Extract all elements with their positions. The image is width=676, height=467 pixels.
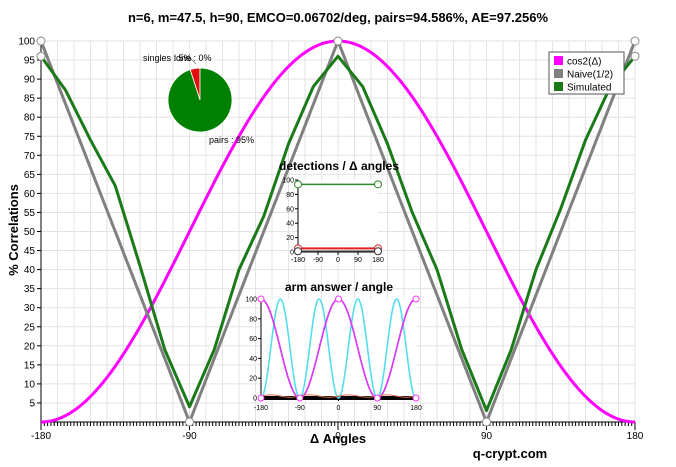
y-tick-label: 25 — [24, 322, 36, 333]
inset-y-tick-label: 40 — [249, 356, 257, 363]
y-tick-label: 10 — [24, 379, 36, 390]
endpoint-marker — [36, 51, 46, 61]
endpoint-marker — [630, 51, 640, 61]
y-tick-label: 70 — [24, 151, 36, 162]
detections-marker — [294, 180, 302, 189]
inset-x-tick-label: 180 — [372, 257, 384, 264]
arm-marker — [257, 394, 265, 402]
inset-background — [298, 180, 378, 252]
y-tick-label: 50 — [24, 227, 36, 238]
simulated-series-line — [39, 54, 637, 413]
pie-label-lone: lone : 0% — [174, 53, 212, 63]
y-tick-label: 100 — [18, 37, 35, 48]
inset-y-tick-label: 80 — [249, 316, 257, 323]
arm-line-sin2 — [260, 298, 417, 399]
inset-x-tick-label: -90 — [295, 405, 305, 412]
inset-y-tick-label: 20 — [286, 235, 294, 242]
arm-marker — [335, 295, 342, 303]
inset-y-tick-label: 40 — [286, 221, 294, 228]
y-tick-label: 5 — [29, 398, 35, 409]
y-tick-label: 60 — [24, 189, 36, 200]
endpoint-marker — [36, 36, 46, 46]
arm-marker — [373, 394, 381, 402]
y-tick-label: 55 — [24, 208, 36, 219]
inset-y-tick-label: 0 — [290, 250, 294, 257]
detections-title: detections / Δ angles — [279, 159, 399, 173]
legend-swatch — [554, 56, 563, 65]
inset-y-tick-label: 20 — [249, 376, 257, 383]
arm-marker — [257, 295, 265, 303]
legend-entry: Simulated — [567, 83, 611, 94]
y-tick-label: 80 — [24, 113, 36, 124]
x-tick-label: -180 — [31, 431, 51, 442]
arm-line-baseline — [260, 394, 417, 398]
y-tick-label: 45 — [24, 246, 36, 257]
y-tick-label: 75 — [24, 132, 36, 143]
site-footer: q-crypt.com — [473, 446, 547, 461]
x-tick-label: -90 — [182, 431, 197, 442]
pie-slice-pairs — [167, 67, 233, 133]
arm-inset: 0 20 40 60 80 100 -180 -90 0 90 180 — [245, 295, 422, 412]
legend: cos2(Δ) Naive(1/2) Simulated — [548, 51, 625, 95]
y-tick-label: 20 — [24, 341, 36, 352]
inset-x-tick-label: -90 — [313, 257, 323, 264]
inset-x-tick-label: -180 — [254, 405, 268, 412]
inset-background — [261, 299, 416, 398]
legend-swatch — [554, 82, 563, 91]
x-tick-label: 90 — [481, 431, 493, 442]
arm-marker — [296, 394, 304, 402]
pie-leader-line — [189, 57, 197, 65]
detections-marker — [374, 247, 382, 256]
arm-marker — [412, 394, 420, 402]
inset-x-tick-label: 180 — [410, 405, 422, 412]
x-axis-label: Δ Angles — [310, 431, 366, 446]
detections-inset: 0 20 40 60 80 100 -180 -90 0 90 180 — [282, 178, 384, 265]
inset-y-tick-label: 100 — [245, 297, 257, 304]
main-plot-lines — [36, 36, 640, 427]
legend-entry: cos2(Δ) — [567, 57, 601, 68]
legend-entry: Naive(1/2) — [567, 70, 613, 81]
endpoint-marker — [333, 36, 343, 46]
inset-y-tick-label: 80 — [286, 192, 294, 199]
pie-chart — [167, 57, 233, 133]
main-frame: -180 -90 0 90 180 5 10 15 20 25 30 35 40 45 50 55 60 65 70… — [18, 37, 643, 443]
y-tick-label: 65 — [24, 170, 36, 181]
inset-x-tick-label: 0 — [337, 405, 341, 412]
inset-y-tick-label: 100 — [282, 178, 294, 185]
detections-marker — [374, 180, 382, 189]
y-tick-label: 90 — [24, 75, 36, 86]
pie-label-pairs: pairs : 95% — [209, 135, 254, 145]
endpoint-marker — [482, 417, 491, 427]
inset-y-tick-label: 0 — [253, 396, 257, 403]
inset-x-tick-label: 0 — [336, 257, 340, 264]
detections-marker — [294, 247, 302, 256]
y-tick-label: 40 — [24, 265, 36, 276]
endpoint-marker — [185, 417, 194, 427]
y-axis-label: % Correlations — [6, 184, 21, 276]
arm-marker — [412, 295, 420, 303]
y-tick-label: 15 — [24, 360, 36, 371]
y-tick-label: 35 — [24, 284, 36, 295]
chart-title: n=6, m=47.5, h=90, EMCO=0.06702/deg, pai… — [128, 10, 549, 25]
inset-x-tick-label: 90 — [373, 405, 381, 412]
pie-label-singles: singles : 5% — [143, 53, 192, 63]
inset-y-tick-label: 60 — [249, 336, 257, 343]
endpoint-marker — [630, 36, 640, 46]
inset-x-tick-label: -180 — [291, 257, 305, 264]
inset-x-tick-label: 90 — [354, 257, 362, 264]
legend-swatch — [554, 69, 563, 78]
inset-y-tick-label: 60 — [286, 206, 294, 213]
x-tick-label: 0 — [335, 431, 341, 442]
arm-title: arm answer / angle — [285, 280, 393, 294]
y-tick-label: 95 — [24, 56, 36, 67]
y-tick-label: 30 — [24, 303, 36, 314]
y-tick-label: 85 — [24, 94, 36, 105]
x-tick-label: 180 — [627, 431, 644, 442]
